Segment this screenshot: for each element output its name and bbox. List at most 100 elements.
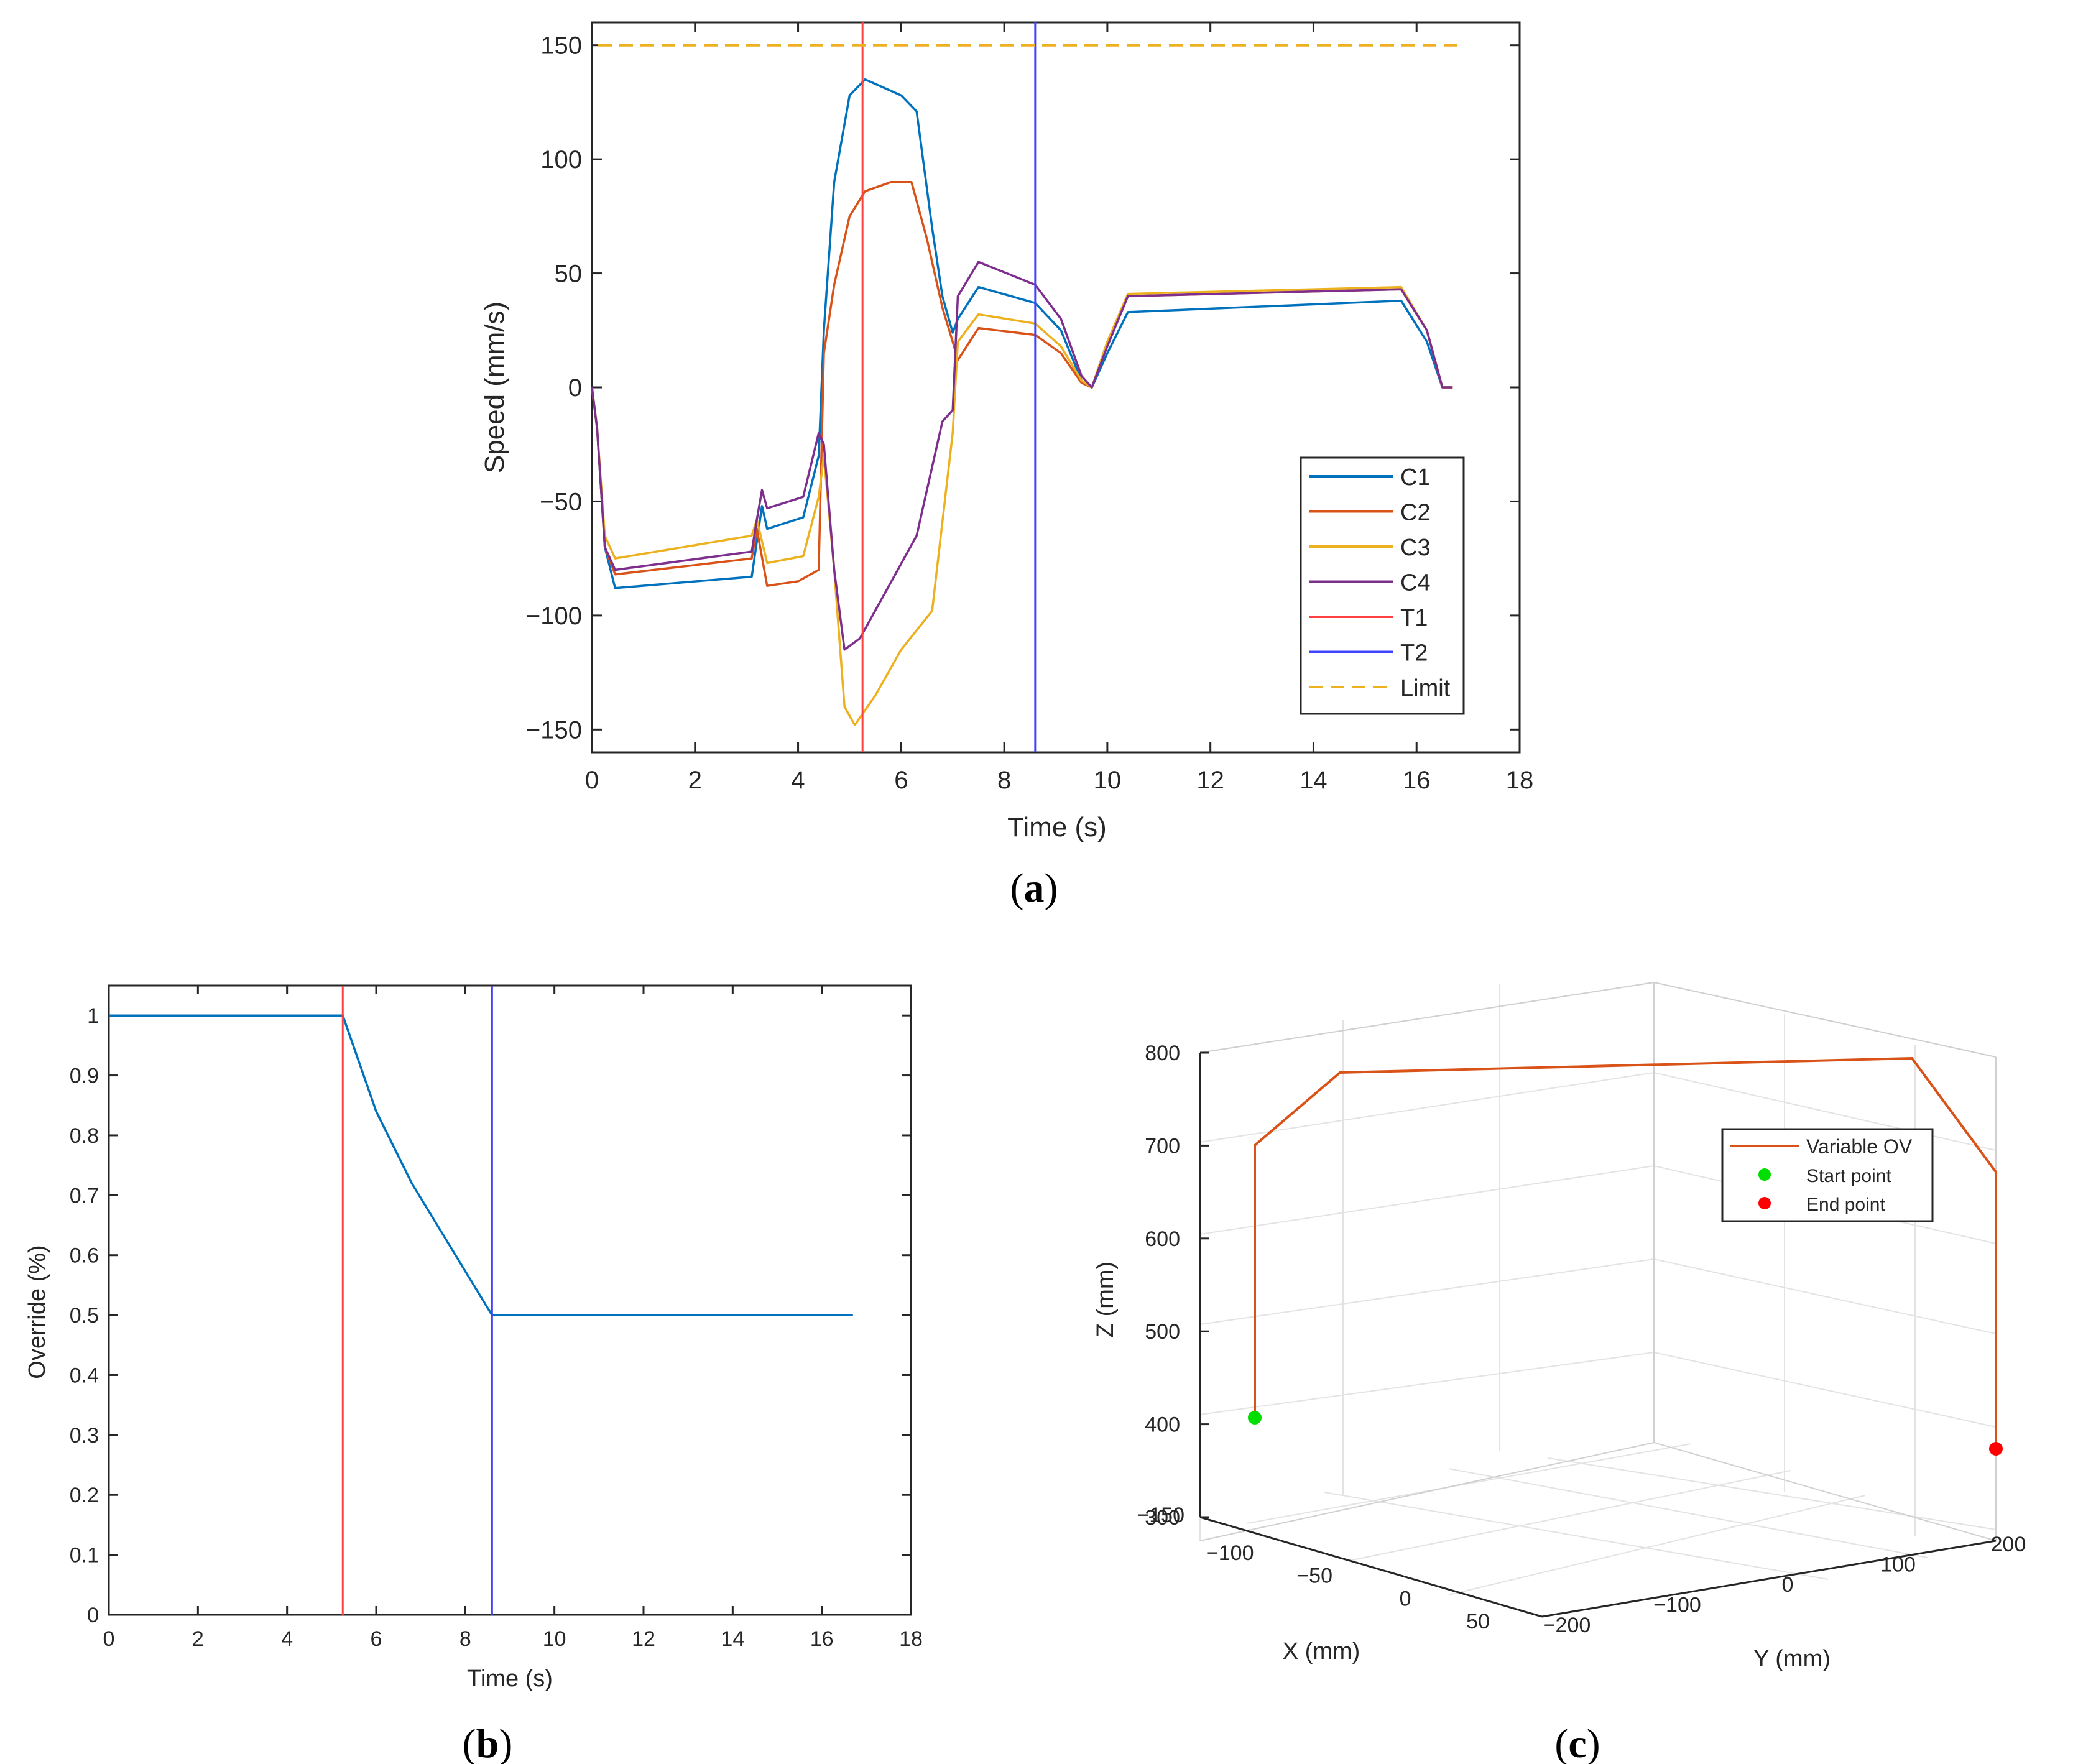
override-x-ticks: 0 2 4 6 8 10 12 14 16 18 <box>103 986 923 1651</box>
speed-x-ticks: 0 2 4 6 8 10 12 14 16 18 <box>585 22 1533 794</box>
x-tick-label: 50 <box>1466 1610 1490 1633</box>
y-axis-label-3d: Y (mm) <box>1753 1646 1831 1672</box>
speed-legend-items: C1 C2 C3 C4 T1 T2 Limit <box>1309 464 1451 701</box>
speed-x-tick-label: 8 <box>997 767 1011 794</box>
override-y-tick-label: 1 <box>87 1004 99 1028</box>
override-x-tick-label: 14 <box>721 1627 744 1651</box>
y-tick-label: −200 <box>1543 1614 1591 1637</box>
z-ticks: 300 400 500 600 700 800 <box>1145 1041 1209 1530</box>
panel-a-label: (a) <box>1010 866 1058 911</box>
legend-c2-label: C2 <box>1400 500 1431 526</box>
trajectory-legend-box <box>1721 1128 1934 1222</box>
override-chart: 0 0.1 0.2 0.3 0.4 0.5 0.6 0.7 0.8 0.9 1 0 2 4 6 8 10 12 1… <box>24 984 923 1764</box>
legend-end-point-swatch <box>1758 1197 1771 1209</box>
override-y-tick-label: 0.4 <box>70 1364 99 1387</box>
series-c1-line <box>591 78 1453 589</box>
series-c4-line <box>591 261 1453 651</box>
legend-start-point-swatch <box>1758 1168 1771 1181</box>
legend-c1-label: C1 <box>1400 464 1431 491</box>
speed-x-tick-label: 10 <box>1094 767 1122 794</box>
speed-x-tick-label: 18 <box>1506 767 1534 794</box>
override-y-tick-label: 0.8 <box>70 1124 99 1148</box>
x-axis-line <box>1199 1516 1543 1618</box>
end-point-marker <box>1989 1442 2003 1456</box>
override-y-tick-label: 0.3 <box>70 1424 99 1448</box>
override-x-tick-label: 12 <box>632 1627 655 1651</box>
speed-y-tick-label: −50 <box>540 488 582 515</box>
panel-b-letter: b <box>476 1721 499 1764</box>
x-axis-label-3d: X (mm) <box>1283 1638 1360 1665</box>
legend-c4-label: C4 <box>1400 570 1431 596</box>
override-y-tick-label: 0.1 <box>70 1544 99 1568</box>
z-tick-label: 300 <box>1145 1506 1180 1530</box>
speed-series-lines <box>591 22 1457 752</box>
speed-chart: −150 −100 −50 0 50 100 150 0 2 4 6 8 10 12 14 16 18 Tim… <box>479 21 1533 911</box>
legend-c3-label: C3 <box>1400 535 1431 561</box>
speed-y-tick-label: 0 <box>568 374 582 402</box>
override-y-tick-label: 0.2 <box>70 1484 99 1507</box>
legend-t1-label: T1 <box>1400 605 1428 631</box>
x-tick-label: 0 <box>1400 1587 1411 1610</box>
override-series-lines <box>109 986 853 1615</box>
override-x-tick-label: 8 <box>459 1627 471 1651</box>
speed-x-tick-label: 4 <box>791 767 805 794</box>
y-axis-line <box>1541 1540 1997 1618</box>
variable-ov-path <box>1254 1056 1997 1449</box>
x-tick-label: −100 <box>1206 1541 1254 1565</box>
override-x-tick-label: 6 <box>371 1627 382 1651</box>
speed-x-tick-label: 14 <box>1300 767 1328 794</box>
x-ticks: −150 −100 −50 0 50 <box>1137 1503 1490 1633</box>
z-tick-label: 700 <box>1145 1134 1180 1158</box>
panel-a-letter: a <box>1024 866 1045 911</box>
override-y-ticks: 0 0.1 0.2 0.3 0.4 0.5 0.6 0.7 0.8 0.9 1 <box>70 1004 911 1627</box>
override-y-tick-label: 0.9 <box>70 1064 99 1088</box>
y-ticks: −200 −100 0 100 200 <box>1543 1533 2026 1637</box>
panel-c-label: (c) <box>1554 1721 1600 1764</box>
z-tick-label: 500 <box>1145 1320 1180 1344</box>
panel-c-letter: c <box>1568 1721 1586 1764</box>
legend-limit-label: Limit <box>1400 675 1451 701</box>
y-tick-label: 100 <box>1880 1553 1916 1577</box>
z-tick-label: 400 <box>1145 1413 1180 1437</box>
legend-variable-ov-label: Variable OV <box>1806 1135 1913 1158</box>
legend-t2-label: T2 <box>1400 640 1428 667</box>
override-x-tick-label: 0 <box>103 1627 115 1651</box>
y-tick-label: 0 <box>1782 1573 1794 1597</box>
3d-grid <box>1199 981 1997 1595</box>
trajectory-3d-chart: 300 400 500 600 700 800 −150 −100 −50 0 50 −200 −1… <box>1092 981 2026 1764</box>
speed-y-tick-label: 50 <box>555 261 583 288</box>
speed-y-tick-label: −100 <box>526 603 582 630</box>
speed-x-tick-label: 6 <box>894 767 908 794</box>
override-x-tick-label: 16 <box>810 1627 834 1651</box>
speed-y-ticks: −150 −100 −50 0 50 100 150 <box>526 32 1520 744</box>
override-x-tick-label: 2 <box>192 1627 204 1651</box>
x-tick-label: −50 <box>1296 1564 1332 1588</box>
legend-end-point-label: End point <box>1806 1194 1885 1215</box>
override-x-tick-label: 4 <box>281 1627 293 1651</box>
speed-y-tick-label: 150 <box>540 32 582 60</box>
y-tick-label: 200 <box>1991 1533 2026 1556</box>
series-override-line <box>109 1014 853 1316</box>
override-x-tick-label: 10 <box>543 1627 566 1651</box>
override-plot-area <box>108 984 912 1616</box>
override-x-tick-label: 18 <box>899 1627 923 1651</box>
override-y-tick-label: 0.7 <box>70 1184 99 1208</box>
speed-x-tick-label: 16 <box>1403 767 1431 794</box>
3d-axes <box>1199 1053 1997 1618</box>
override-x-axis-label: Time (s) <box>467 1666 553 1692</box>
speed-y-tick-label: 100 <box>540 146 582 173</box>
start-point-marker <box>1248 1411 1262 1425</box>
speed-x-tick-label: 0 <box>585 767 599 794</box>
x-tick-label: −150 <box>1137 1503 1184 1527</box>
speed-x-tick-label: 12 <box>1196 767 1224 794</box>
speed-x-axis-label: Time (s) <box>1007 812 1107 843</box>
legend-start-point-label: Start point <box>1806 1166 1891 1186</box>
speed-legend: C1 C2 C3 C4 T1 T2 Limit <box>1300 456 1465 715</box>
override-y-axis-label: Override (%) <box>24 1245 50 1378</box>
trajectory-legend: Variable OV Start point End point <box>1721 1128 1934 1222</box>
override-y-tick-label: 0 <box>87 1604 99 1627</box>
speed-y-tick-label: −150 <box>526 716 582 744</box>
speed-y-axis-label: Speed (mm/s) <box>479 302 510 473</box>
speed-x-tick-label: 2 <box>688 767 702 794</box>
